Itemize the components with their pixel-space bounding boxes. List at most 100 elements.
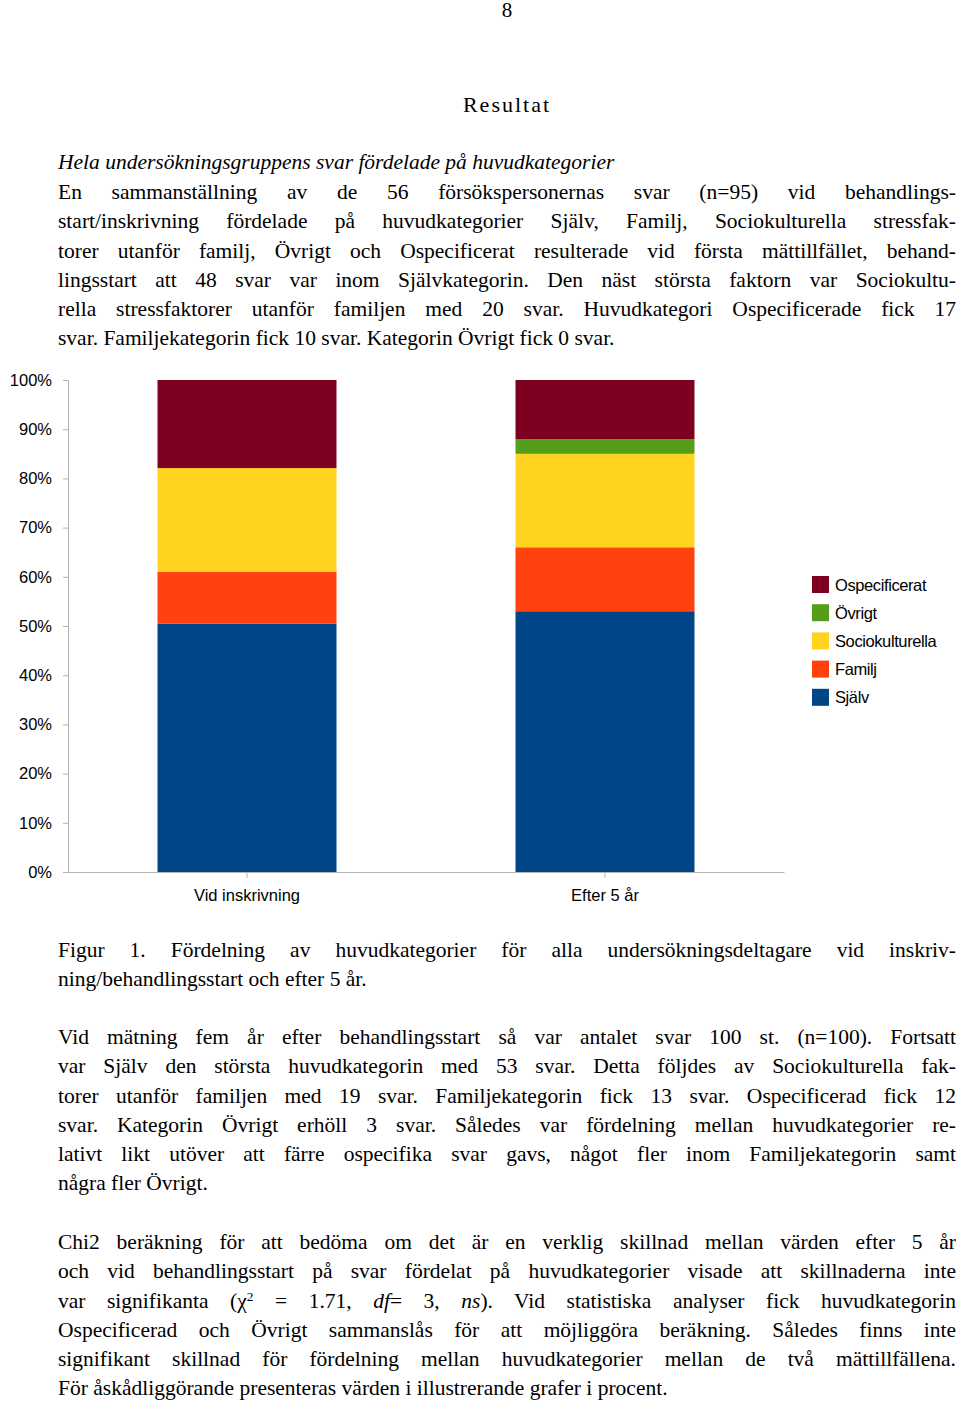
legend-swatch	[812, 689, 829, 706]
chart: 0% 10% 20% 30% 40% 50% 60% 70% 80% 90% 100% Vid ins…	[0, 0, 960, 1402]
bar	[516, 611, 695, 872]
legend-item: Sociokulturella	[812, 632, 938, 650]
text-line: ning/behandlingsstart och efter 5 år.	[58, 965, 956, 994]
y-tick-mark	[63, 478, 68, 479]
y-tick: 40%	[19, 666, 68, 684]
bar	[158, 572, 337, 624]
legend-item: Själv	[812, 688, 870, 706]
paragraph: Chi2 beräkning för att bedöma om det är …	[58, 1228, 956, 1402]
text-run: ns	[461, 1289, 480, 1313]
x-tick-label: Efter 5 år	[571, 886, 639, 904]
y-tick: 0%	[28, 863, 68, 881]
text-line: lingsstart att 48 svar var inom Självkat…	[58, 266, 956, 295]
legend-label: Familj	[835, 660, 877, 678]
bar	[158, 380, 337, 468]
y-axis-line	[63, 381, 69, 873]
text-line: torer utanför familj, Övrigt och Ospecif…	[58, 237, 956, 266]
y-tick: 20%	[19, 764, 68, 782]
legend-label: Sociokulturella	[835, 632, 938, 650]
text-line: svar. Familjekategorin fick 10 svar. Kat…	[58, 324, 956, 353]
text-line: var signifikanta (χ2 = 1.71, df= 3, ns).…	[58, 1287, 956, 1316]
text-line: Figur 1. Fördelning av huvudkategorier f…	[58, 936, 956, 965]
text-run: 2	[247, 1288, 254, 1303]
bar	[516, 547, 695, 611]
legend-label: Övrigt	[835, 604, 877, 622]
y-tick-label: 60%	[19, 568, 52, 586]
x-axis: Vid inskrivning Efter 5 år	[69, 872, 785, 904]
text-run: = 3,	[390, 1289, 461, 1313]
y-tick: 80%	[19, 469, 68, 487]
y-tick-mark	[63, 429, 68, 430]
y-tick-mark	[63, 724, 68, 725]
text-run: var signifikanta (χ	[58, 1289, 247, 1313]
legend-swatch	[812, 632, 829, 649]
series	[158, 380, 695, 468]
y-tick-label: 80%	[19, 469, 52, 487]
bar	[158, 468, 337, 572]
text-line: signifikant skillnad för fördelning mell…	[58, 1345, 956, 1374]
text-line: och vid behandlingsstart på svar fördela…	[58, 1257, 956, 1286]
y-tick-label: 20%	[19, 764, 52, 782]
legend-label: Själv	[835, 688, 870, 706]
y-tick: 90%	[19, 420, 68, 438]
y-tick-label: 10%	[19, 814, 52, 832]
x-axis-line	[69, 872, 785, 873]
paragraph: Vid mätning fem år efter behandlingsstar…	[58, 1023, 956, 1199]
text-run: ). Vid statistiska analyser fick huvudka…	[480, 1289, 956, 1313]
y-axis: 0% 10% 20% 30% 40% 50% 60% 70% 80% 90% 100%	[10, 371, 69, 881]
y-tick-mark	[63, 823, 68, 824]
y-tick: 30%	[19, 715, 68, 733]
text-line: För åskådliggörande presenteras värden i…	[58, 1374, 956, 1402]
bars	[158, 380, 695, 872]
text-line: torer utanför familjen med 19 svar. Fami…	[58, 1082, 956, 1111]
y-tick-mark	[63, 626, 68, 627]
subheading: Hela undersökningsgruppens svar fördelad…	[58, 148, 614, 177]
y-tick-label: 50%	[19, 617, 52, 635]
legend-item: Familj	[812, 660, 877, 678]
y-tick-label: 40%	[19, 666, 52, 684]
heading: Resultat	[0, 92, 960, 118]
x-tick-label: Vid inskrivning	[194, 886, 300, 904]
y-tick-label: 0%	[28, 863, 52, 881]
y-tick-label: 90%	[19, 420, 52, 438]
x-tick-mark	[605, 872, 606, 878]
text-run: = 1.71,	[253, 1289, 373, 1313]
series	[158, 611, 695, 872]
y-tick-label: 100%	[10, 371, 53, 389]
bar	[516, 380, 695, 439]
page-number: 8	[0, 0, 960, 23]
bar	[516, 454, 695, 547]
legend: Ospecificerat Övrigt Sociokulturella Familj…	[812, 576, 938, 707]
series	[516, 439, 695, 454]
y-tick: 10%	[19, 814, 68, 832]
text-line: Chi2 beräkning för att bedöma om det är …	[58, 1228, 956, 1257]
bar	[516, 439, 695, 454]
text-line: Ospecificerad och Övrigt sammanslås för …	[58, 1316, 956, 1345]
x-tick-mark	[247, 872, 248, 878]
y-tick: 50%	[19, 617, 68, 635]
x-tick: Efter 5 år	[571, 872, 639, 904]
legend-swatch	[812, 604, 829, 621]
text-line: En sammanställning av de 56 försöksperso…	[58, 178, 956, 207]
legend-swatch	[812, 661, 829, 678]
text-line: några fler Övrigt.	[58, 1169, 956, 1198]
y-tick-mark	[63, 380, 68, 381]
y-tick-mark	[63, 872, 68, 873]
text-line: lativt likt utöver att färre ospecifika …	[58, 1140, 956, 1169]
y-tick-mark	[63, 675, 68, 676]
text-line: rella stressfaktorer utanför familjen me…	[58, 295, 956, 324]
y-tick-mark	[63, 528, 68, 529]
legend-label: Ospecificerat	[835, 576, 927, 594]
series	[158, 454, 695, 572]
y-tick: 60%	[19, 568, 68, 586]
paragraph: En sammanställning av de 56 försöksperso…	[58, 178, 956, 354]
text-run: df	[373, 1289, 390, 1313]
text-line: Vid mätning fem år efter behandlingsstar…	[58, 1023, 956, 1052]
x-tick: Vid inskrivning	[194, 872, 300, 904]
y-tick-label: 70%	[19, 518, 52, 536]
legend-swatch	[812, 576, 829, 593]
text-line: svar. Kategorin Övrigt erhöll 3 svar. Så…	[58, 1111, 956, 1140]
text-line: start/inskrivning fördelade på huvudkate…	[58, 207, 956, 236]
figure-caption: Figur 1. Fördelning av huvudkategorier f…	[58, 936, 956, 995]
y-tick-mark	[63, 774, 68, 775]
